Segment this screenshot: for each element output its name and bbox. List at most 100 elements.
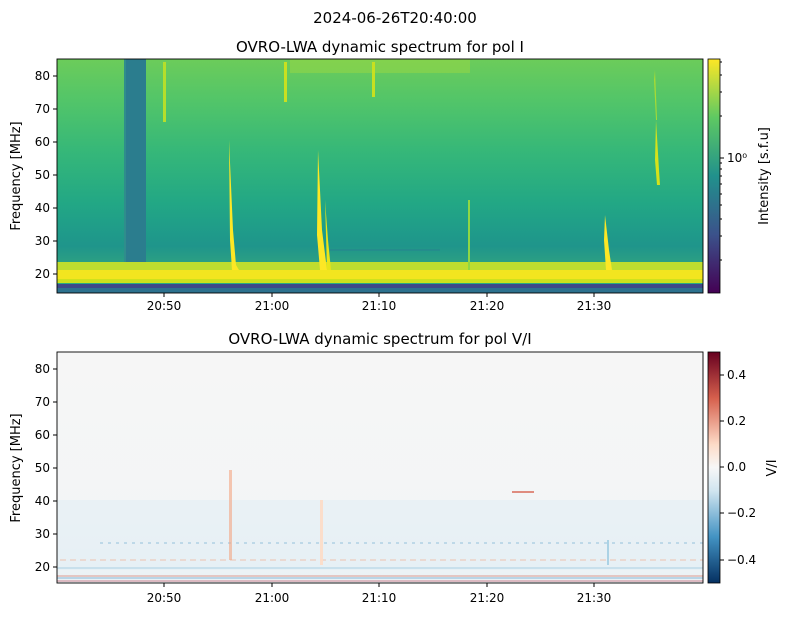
panel1-bright-band-lower bbox=[57, 262, 703, 270]
panel2-cbtick-0.2: 0.2 bbox=[720, 414, 746, 428]
panel1-ytick-40: 40 bbox=[35, 201, 57, 215]
panel1-ytick-30: 30 bbox=[35, 234, 57, 248]
panel1-frame bbox=[56, 58, 704, 294]
panel2-red-dots bbox=[512, 491, 534, 493]
panel1-xtick-2110: 21:10 bbox=[362, 293, 397, 313]
panel2-title: OVRO-LWA dynamic spectrum for pol V/I bbox=[228, 330, 531, 348]
panel2-xtick-label-2100: 21:00 bbox=[255, 591, 290, 605]
panel2-colorbar-gradient bbox=[707, 351, 721, 584]
streak-2052 bbox=[163, 62, 166, 122]
panel1-bright-band bbox=[57, 270, 703, 279]
panel1-xtick-label-2110: 21:10 bbox=[362, 299, 397, 313]
panel2-ytick-20: 20 bbox=[35, 560, 57, 574]
panel2-cbtick-label-0.0: 0.0 bbox=[727, 460, 746, 474]
panel2-xtick-2120: 21:20 bbox=[470, 583, 505, 605]
panel2-xtick-2050: 20:50 bbox=[147, 583, 182, 605]
panel2-ytick-label-80: 80 bbox=[35, 362, 50, 376]
panel2-xtick-2130: 21:30 bbox=[577, 583, 612, 605]
streak-2101 bbox=[284, 62, 287, 102]
panel2-ylabel: Frequency [MHz] bbox=[9, 413, 24, 522]
panel1-low-signal-band bbox=[124, 59, 146, 267]
panel1-x-axis: 20:50 21:00 21:10 21:20 21:30 bbox=[147, 293, 612, 313]
panel2-burst-2057 bbox=[229, 470, 232, 560]
panel2-cbtick-label-m0.4: −0.4 bbox=[727, 553, 756, 567]
panel2-xtick-label-2110: 21:10 bbox=[362, 591, 397, 605]
panel2-xtick-label-2130: 21:30 bbox=[577, 591, 612, 605]
panel1-ytick-label-70: 70 bbox=[35, 102, 50, 116]
panel1-ytick-60: 60 bbox=[35, 135, 57, 149]
panel2-xtick-2100: 21:00 bbox=[255, 583, 290, 605]
burst-2136 bbox=[655, 120, 660, 185]
panel2-lower-tint bbox=[57, 500, 703, 570]
panel1-bright-band-edge bbox=[57, 279, 703, 283]
panel1-dark-bottom-band bbox=[57, 284, 703, 288]
panel2-ytick-80: 80 bbox=[35, 362, 57, 376]
panel1-xtick-label-2120: 21:20 bbox=[470, 299, 505, 313]
streak-2112 bbox=[372, 62, 375, 97]
panel1-ytick-label-60: 60 bbox=[35, 135, 50, 149]
panel2-cbtick-label-0.4: 0.4 bbox=[727, 368, 746, 382]
panel2-ytick-60: 60 bbox=[35, 428, 57, 442]
panel1-xtick-label-2050: 20:50 bbox=[147, 299, 182, 313]
panel2-ytick-label-20: 20 bbox=[35, 560, 50, 574]
panel2-ytick-label-40: 40 bbox=[35, 494, 50, 508]
burst-2131 bbox=[604, 215, 612, 270]
panel2-colorbar: 0.4 0.2 0.0 −0.2 −0.4 V/I bbox=[707, 351, 780, 584]
panel2-x-axis: 20:50 21:00 21:10 21:20 21:30 bbox=[147, 583, 612, 605]
figure-suptitle: 2024-06-26T20:40:00 bbox=[313, 9, 477, 27]
panel2-ytick-50: 50 bbox=[35, 461, 57, 475]
burst-2057 bbox=[229, 140, 239, 270]
panel2-xtick-label-2120: 21:20 bbox=[470, 591, 505, 605]
streak-2118 bbox=[468, 200, 470, 270]
panel1-low-signal-band-edge bbox=[124, 59, 126, 267]
burst-2105 bbox=[317, 150, 327, 270]
panel1-xtick-2130: 21:30 bbox=[577, 293, 612, 313]
panel1-ytick-label-40: 40 bbox=[35, 201, 50, 215]
panel1-xtick-2100: 21:00 bbox=[255, 293, 290, 313]
panel2-burst-2131 bbox=[607, 540, 609, 565]
burst-2136-faint bbox=[654, 70, 657, 120]
panel1-ytick-label-50: 50 bbox=[35, 168, 50, 182]
panel2-cbtick-m0.2: −0.2 bbox=[720, 506, 756, 520]
panel1-xtick-label-2130: 21:30 bbox=[577, 299, 612, 313]
panel1-ytick-70: 70 bbox=[35, 102, 57, 116]
panel2-cbtick-label-m0.2: −0.2 bbox=[727, 506, 756, 520]
panel2-ytick-40: 40 bbox=[35, 494, 57, 508]
panel1-bottom-band bbox=[57, 288, 703, 293]
panel1-heatmap bbox=[57, 59, 703, 293]
panel2-ytick-70: 70 bbox=[35, 395, 57, 409]
burst-2105b bbox=[325, 200, 331, 270]
panel2-cbtick-0.0: 0.0 bbox=[720, 460, 746, 474]
panel1-xtick-label-2100: 21:00 bbox=[255, 299, 290, 313]
panel1-y-axis: Frequency [MHz] 20 30 40 50 60 70 80 bbox=[9, 69, 57, 281]
panel1-ytick-20: 20 bbox=[35, 267, 57, 281]
panel1-ytick-80: 80 bbox=[35, 69, 57, 83]
panel1-ytick-label-80: 80 bbox=[35, 69, 50, 83]
panel2-y-axis: Frequency [MHz] 20 30 40 50 60 70 80 bbox=[9, 362, 57, 574]
panel-pol-v-over-i: OVRO-LWA dynamic spectrum for pol V/I Fr… bbox=[9, 330, 780, 605]
panel1-colorbar: 10⁰ Intensity [s.f.u] bbox=[707, 58, 772, 294]
panel1-xtick-2050: 20:50 bbox=[147, 293, 182, 313]
panel1-colorbar-label: Intensity [s.f.u] bbox=[757, 127, 772, 225]
panel1-colorbar-gradient bbox=[707, 58, 721, 294]
panel2-cbtick-m0.4: −0.4 bbox=[720, 553, 756, 567]
panel-pol-i: OVRO-LWA dynamic spectrum for pol I bbox=[9, 38, 772, 313]
panel2-xtick-label-2050: 20:50 bbox=[147, 591, 182, 605]
panel1-title: OVRO-LWA dynamic spectrum for pol I bbox=[236, 38, 524, 56]
panel1-ylabel: Frequency [MHz] bbox=[9, 121, 24, 230]
panel2-ytick-label-70: 70 bbox=[35, 395, 50, 409]
panel2-heatmap bbox=[57, 352, 703, 583]
panel2-xtick-2110: 21:10 bbox=[362, 583, 397, 605]
panel2-ytick-30: 30 bbox=[35, 527, 57, 541]
panel2-ytick-label-50: 50 bbox=[35, 461, 50, 475]
panel1-top-bright-streaks bbox=[290, 59, 470, 73]
panel1-ytick-label-20: 20 bbox=[35, 267, 50, 281]
panel2-cbtick-label-0.2: 0.2 bbox=[727, 414, 746, 428]
panel2-burst-2105 bbox=[320, 500, 323, 565]
panel2-cbtick-0.4: 0.4 bbox=[720, 368, 746, 382]
panel1-xtick-2120: 21:20 bbox=[470, 293, 505, 313]
panel2-colorbar-label: V/I bbox=[765, 459, 780, 476]
panel1-colorbar-tick-label: 10⁰ bbox=[727, 151, 747, 165]
panel1-ytick-label-30: 30 bbox=[35, 234, 50, 248]
